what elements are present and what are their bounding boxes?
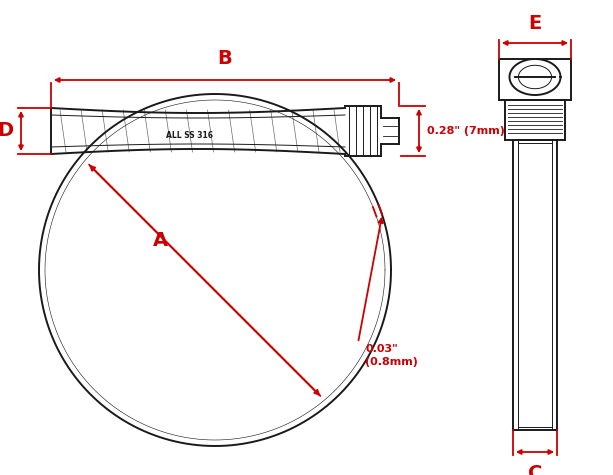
Text: ALL SS 316: ALL SS 316	[167, 131, 213, 140]
Text: D: D	[0, 122, 13, 141]
Text: A: A	[153, 230, 167, 249]
Text: C: C	[528, 464, 542, 475]
Text: 0.28" (7mm): 0.28" (7mm)	[427, 126, 505, 136]
Text: E: E	[528, 14, 542, 33]
Text: B: B	[218, 49, 232, 68]
Text: 0.03"
(0.8mm): 0.03" (0.8mm)	[365, 344, 418, 367]
